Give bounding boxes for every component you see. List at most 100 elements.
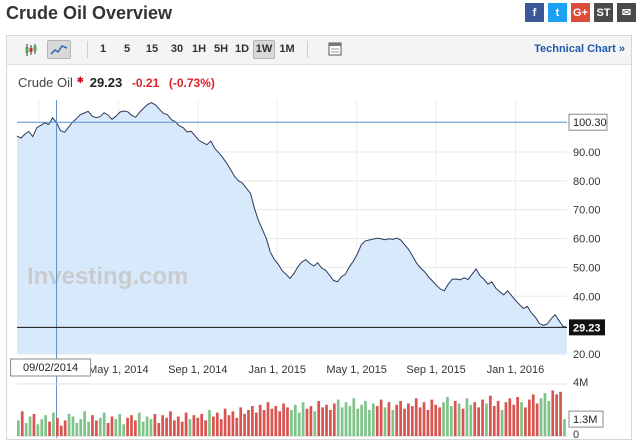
y-tick-label: 70.00 (573, 205, 601, 217)
volume-bar (477, 407, 480, 436)
volume-bar (282, 403, 285, 436)
interval-button-15[interactable]: 15 (145, 43, 159, 55)
watermark-logo: Investing.com (27, 263, 188, 290)
volume-bar (106, 423, 110, 436)
volume-bar (500, 410, 504, 436)
volume-bar (278, 411, 282, 436)
volume-bar (286, 407, 289, 436)
volume-bar (219, 419, 223, 436)
volume-bar (317, 400, 321, 436)
volume-current-label: 1.3M (573, 414, 597, 426)
volume-bar (344, 402, 348, 436)
volume-top-label: 4M (573, 377, 588, 389)
volume-bar (297, 412, 301, 436)
interval-button-30[interactable]: 30 (170, 43, 184, 55)
volume-bar (227, 415, 231, 436)
interval-button-1[interactable]: 1 (99, 43, 107, 55)
volume-bar (563, 419, 566, 436)
price-chart[interactable]: 20.0030.0040.0050.0060.0070.0080.0090.00… (7, 94, 631, 438)
volume-bar (485, 403, 488, 436)
volume-bar (290, 410, 293, 436)
settings-button[interactable] (325, 40, 345, 59)
twitter-share-button[interactable]: t (548, 3, 567, 22)
email-share-button[interactable]: ✉ (617, 3, 636, 22)
interval-button-5[interactable]: 5 (123, 43, 131, 55)
volume-bar (391, 410, 395, 436)
facebook-share-button[interactable]: f (525, 3, 544, 22)
volume-bar (52, 412, 55, 436)
y-tick-label: 20.00 (573, 349, 601, 361)
volume-bar (56, 417, 59, 436)
volume-bar (395, 404, 399, 436)
interval-button-1d[interactable]: 1D (234, 43, 250, 55)
volume-bar (134, 420, 137, 436)
candlestick-chart-button[interactable] (21, 40, 41, 59)
realtime-star-icon: ✱ (76, 75, 85, 85)
interval-button-1m[interactable]: 1M (279, 43, 295, 55)
volume-bar (332, 403, 336, 436)
volume-bar (247, 410, 250, 436)
volume-bar (59, 425, 63, 436)
y-tick-label: 50.00 (573, 262, 601, 274)
volume-bar (559, 391, 562, 436)
quote-line: Crude Oil ✱ 29.23 -0.21 (-0.73%) (18, 75, 215, 90)
volume-bar (266, 402, 270, 436)
volume-bar (301, 402, 305, 436)
volume-bar (262, 410, 266, 436)
volume-bar (75, 423, 79, 436)
volume-bar (114, 419, 118, 436)
volume-bar (418, 407, 422, 436)
volume-bar (313, 411, 317, 436)
last-price: 29.23 (89, 75, 123, 90)
price-change-percent: (-0.73%) (168, 76, 215, 90)
volume-bar (508, 398, 512, 436)
volume-bar (212, 416, 215, 436)
volume-bar (231, 411, 235, 436)
instrument-name: Crude Oil (18, 75, 73, 90)
volume-bar (157, 423, 161, 436)
x-tick-label: Sep 1, 2015 (406, 364, 465, 376)
interval-button-1h[interactable]: 1H (191, 43, 207, 55)
volume-bar (169, 411, 172, 436)
volume-bar (110, 416, 114, 436)
x-tick-label: Jan 1, 2016 (487, 364, 545, 376)
volume-bar (449, 406, 453, 436)
y-tick-label: 80.00 (573, 176, 601, 188)
crosshair-value-box (568, 113, 608, 131)
volume-bar (184, 412, 188, 436)
technical-chart-link[interactable]: Technical Chart » (534, 43, 625, 55)
volume-bar (196, 417, 200, 436)
crosshair-date-box (10, 358, 92, 377)
line-chart-button[interactable] (47, 40, 71, 59)
crosshair-date-label: 09/02/2014 (23, 362, 78, 374)
line-chart-icon (50, 45, 68, 55)
volume-bar (274, 406, 278, 436)
volume-bar (153, 413, 157, 436)
interval-button-5h[interactable]: 5H (213, 43, 229, 55)
volume-bar (122, 424, 126, 436)
volume-bar (438, 407, 441, 436)
volume-bar (422, 402, 426, 436)
volume-bar (180, 421, 184, 436)
interval-button-1w[interactable]: 1W (253, 40, 275, 59)
volume-bar (145, 416, 149, 436)
volume-bar (130, 415, 133, 436)
volume-bar (176, 416, 180, 436)
volume-bar (188, 419, 192, 436)
toolbar-divider (307, 41, 308, 58)
volume-bar (535, 403, 539, 436)
stocktwits-share-button[interactable]: ST (594, 3, 613, 22)
volume-bar (95, 420, 98, 436)
page-title: Crude Oil Overview (6, 3, 173, 23)
y-tick-label: 40.00 (573, 291, 601, 303)
google-plus-share-button[interactable]: G+ (571, 3, 590, 22)
volume-bar (83, 411, 87, 436)
price-change: -0.21 (131, 76, 160, 90)
y-tick-label: 60.00 (573, 234, 601, 246)
volume-bar (98, 417, 102, 436)
volume-bar (243, 413, 246, 436)
volume-bar (465, 398, 469, 436)
crosshair-value-label: 100.30 (573, 117, 607, 129)
volume-zero-label: 0 (573, 429, 579, 438)
volume-bar (32, 413, 36, 436)
